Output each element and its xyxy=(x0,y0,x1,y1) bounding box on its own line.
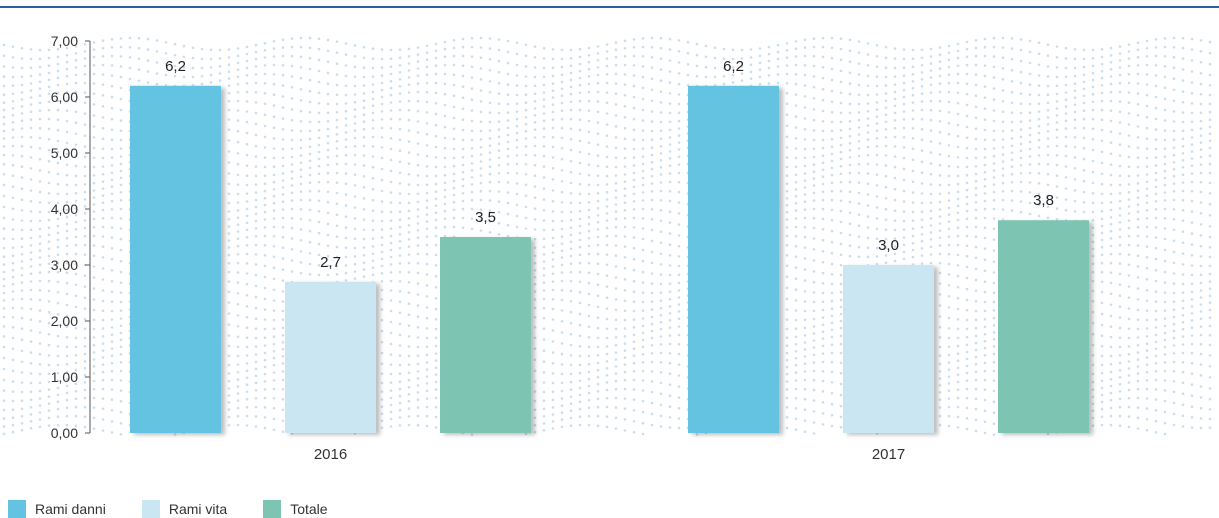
x-category-label: 2017 xyxy=(872,446,905,463)
bar-rami-vita-2017 xyxy=(843,265,934,433)
legend-swatch-rami-vita xyxy=(141,500,160,518)
legend-item-totale: Totale xyxy=(263,500,328,518)
legend-label: Totale xyxy=(290,501,328,517)
y-tick-label: 3,00 xyxy=(51,257,78,273)
y-axis: 0,00 1,00 2,00 3,00 4,00 5,00 6,00 7,00 xyxy=(51,33,91,441)
legend-item-rami-danni: Rami danni xyxy=(8,500,106,518)
legend-swatch-totale xyxy=(263,500,282,518)
data-label: 6,2 xyxy=(723,58,744,75)
y-tick-label: 6,00 xyxy=(51,89,78,105)
y-tick-label: 2,00 xyxy=(51,313,78,329)
data-label: 3,8 xyxy=(1033,192,1054,209)
data-label: 3,5 xyxy=(475,209,496,226)
bar-rami-danni-2016 xyxy=(130,85,221,434)
data-label: 3,0 xyxy=(878,237,899,254)
legend-label: Rami vita xyxy=(168,501,228,517)
legend-label: Rami danni xyxy=(35,501,106,517)
y-tick-label: 1,00 xyxy=(51,369,78,385)
bar-totale-2017 xyxy=(998,220,1089,433)
y-tick-label: 7,00 xyxy=(51,33,78,49)
bars xyxy=(130,85,1089,434)
bar-rami-vita-2016 xyxy=(285,281,376,433)
y-tick-label: 4,00 xyxy=(51,201,78,217)
labels: 6,2 2,7 3,5 2016 6,2 3,0 3,8 2017 xyxy=(165,58,1054,463)
bar-rami-danni-2017 xyxy=(688,85,779,434)
y-tick-label: 5,00 xyxy=(51,145,78,161)
x-category-label: 2016 xyxy=(314,446,347,463)
y-tick-label: 0,00 xyxy=(51,425,78,441)
bar-totale-2016 xyxy=(440,237,531,433)
legend-item-rami-vita: Rami vita xyxy=(141,500,228,518)
legend-swatch-rami-danni xyxy=(8,500,26,518)
legend: Rami danni Rami vita Totale xyxy=(8,500,328,518)
data-label: 2,7 xyxy=(320,254,341,271)
data-label: 6,2 xyxy=(165,58,186,75)
